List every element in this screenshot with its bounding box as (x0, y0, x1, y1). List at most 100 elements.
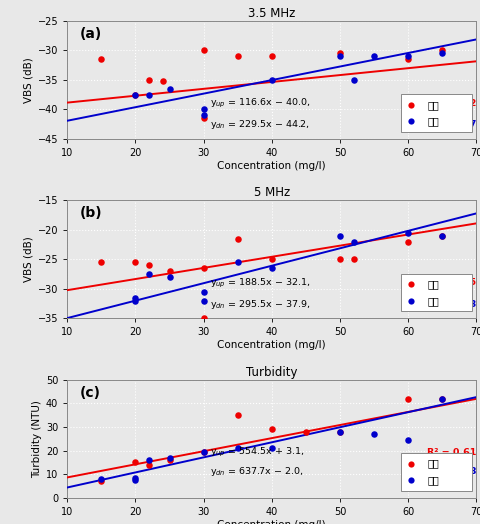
Text: R² = 0.22: R² = 0.22 (426, 99, 476, 108)
Point (165, 85, 173, 93)
Point (370, 430, 377, 438)
Point (336, 49, 343, 58)
X-axis label: Concentration (mg/l): Concentration (mg/l) (217, 161, 325, 171)
Y-axis label: Turbidity (NTU): Turbidity (NTU) (32, 400, 42, 478)
Title: Turbidity: Turbidity (245, 366, 297, 379)
Point (437, 395, 445, 403)
Point (403, 436, 411, 444)
Point (145, 91, 153, 99)
Point (233, 411, 241, 419)
Point (370, 52, 377, 61)
Point (165, 453, 173, 462)
Point (233, 258, 241, 267)
Point (132, 297, 139, 305)
Point (1, 493, 9, 501)
Text: R² = 0.78: R² = 0.78 (426, 467, 476, 476)
Text: y$_{dn}$ = 229.5x − 44.2,: y$_{dn}$ = 229.5x − 44.2, (210, 118, 310, 132)
Point (267, 255, 275, 264)
Point (199, 288, 207, 296)
Point (349, 255, 357, 264)
Point (301, 428, 309, 436)
Point (336, 232, 343, 240)
FancyBboxPatch shape (400, 274, 471, 311)
Point (437, 49, 445, 58)
Title: 3.5 MHz: 3.5 MHz (248, 7, 295, 20)
Point (145, 456, 153, 464)
Text: (a): (a) (80, 27, 102, 41)
Point (336, 255, 343, 264)
Text: R² = 0.83: R² = 0.83 (426, 300, 476, 309)
Text: 상층: 상층 (426, 458, 438, 468)
Point (165, 273, 173, 281)
Point (132, 458, 139, 466)
Point (132, 258, 139, 267)
Point (97, 477, 105, 485)
Point (1, 106, 9, 114)
Point (437, 395, 445, 403)
Point (437, 46, 445, 54)
Point (199, 105, 207, 114)
Point (336, 428, 343, 436)
Text: 하층: 하층 (426, 475, 438, 485)
Point (132, 476, 139, 484)
Text: 하층: 하층 (426, 296, 438, 305)
X-axis label: Concentration (mg/l): Concentration (mg/l) (217, 520, 325, 524)
Point (403, 237, 411, 246)
Y-axis label: VBS (dB): VBS (dB) (24, 57, 34, 103)
Point (1, 493, 9, 501)
Point (199, 447, 207, 456)
Text: R² = 0.35: R² = 0.35 (426, 278, 475, 288)
Point (437, 232, 445, 240)
Point (349, 76, 357, 84)
Point (145, 270, 153, 278)
Point (132, 91, 139, 99)
Point (97, 475, 105, 483)
Point (233, 235, 241, 243)
Text: 하층: 하층 (426, 116, 438, 126)
Point (145, 76, 153, 84)
Text: 상층: 상층 (426, 100, 438, 110)
Point (132, 91, 139, 99)
Y-axis label: VBS (dB): VBS (dB) (24, 236, 34, 282)
Point (132, 474, 139, 482)
Point (403, 228, 411, 237)
Point (132, 293, 139, 302)
Point (199, 264, 207, 272)
Point (403, 52, 411, 61)
Point (267, 425, 275, 433)
FancyBboxPatch shape (400, 453, 471, 490)
Point (267, 444, 275, 452)
Point (145, 461, 153, 469)
Text: R² = 0.77: R² = 0.77 (426, 121, 476, 129)
Point (267, 52, 275, 61)
Text: y$_{up}$ = 554.5x + 3.1,: y$_{up}$ = 554.5x + 3.1, (210, 446, 304, 460)
Text: R² = 0.61: R² = 0.61 (426, 449, 476, 457)
Point (165, 267, 173, 276)
Point (158, 77, 166, 85)
Point (97, 258, 105, 267)
Point (267, 264, 275, 272)
Point (267, 76, 275, 84)
Point (349, 237, 357, 246)
Text: (b): (b) (80, 206, 102, 220)
Point (437, 232, 445, 240)
FancyBboxPatch shape (400, 94, 471, 132)
Text: y$_{up}$ = 188.5x − 32.1,: y$_{up}$ = 188.5x − 32.1, (210, 277, 310, 290)
Text: y$_{dn}$ = 295.5x − 37.9,: y$_{dn}$ = 295.5x − 37.9, (210, 298, 310, 311)
Point (97, 55, 105, 63)
Text: y$_{up}$ = 116.6x − 40.0,: y$_{up}$ = 116.6x − 40.0, (210, 97, 310, 110)
Point (403, 55, 411, 63)
Point (1, 107, 9, 115)
Point (336, 428, 343, 436)
Point (199, 447, 207, 456)
Text: (c): (c) (80, 386, 100, 400)
Point (145, 261, 153, 269)
Text: 상층: 상층 (426, 279, 438, 289)
Title: 5 MHz: 5 MHz (253, 186, 289, 199)
Point (165, 456, 173, 464)
Point (233, 52, 241, 61)
Point (199, 114, 207, 123)
X-axis label: Concentration (mg/l): Concentration (mg/l) (217, 340, 325, 350)
Point (233, 444, 241, 452)
Point (199, 297, 207, 305)
